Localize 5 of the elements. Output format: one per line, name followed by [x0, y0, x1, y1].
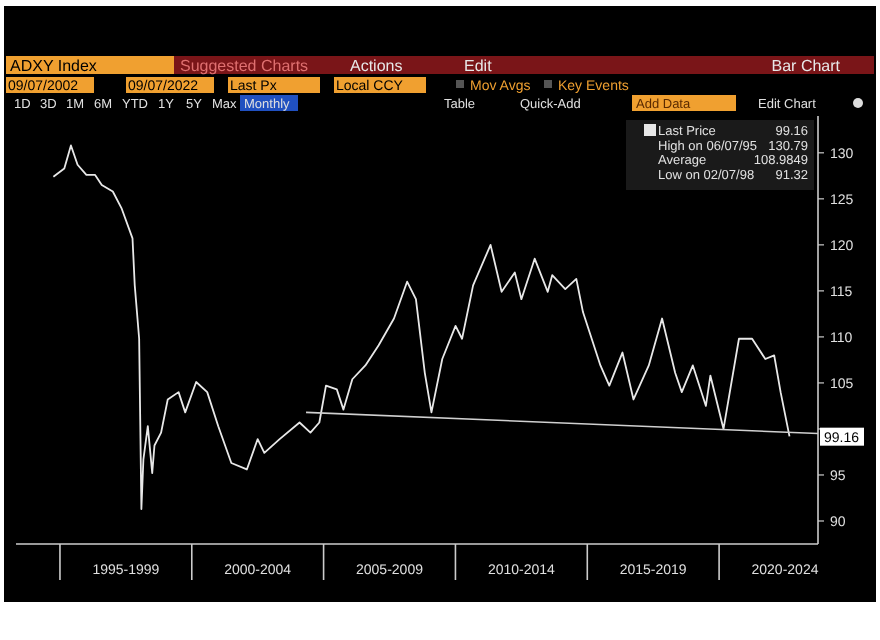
text: Suggested Charts	[180, 57, 309, 75]
text: Bar Chart	[771, 57, 842, 75]
text: Actions	[350, 57, 403, 75]
chart-title: ADXY Index	[10, 57, 97, 75]
text: Edit	[464, 57, 494, 75]
